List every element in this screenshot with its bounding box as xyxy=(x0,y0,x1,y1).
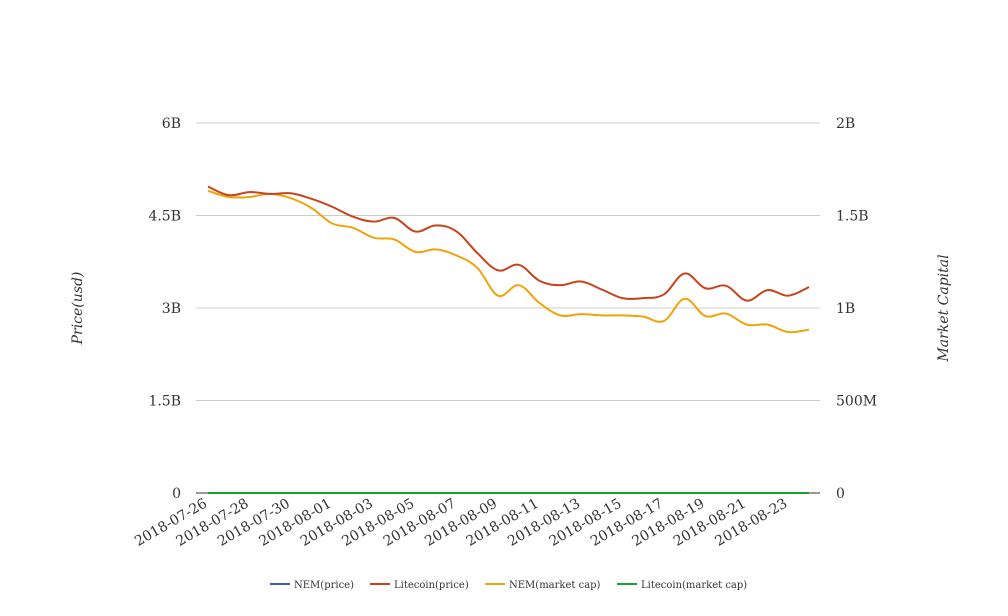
legend-item-litecoin-market-cap[interactable]: Litecoin(market cap) xyxy=(617,580,747,591)
y-axis-title-left: Price(usd) xyxy=(70,272,86,346)
legend-label: NEM(market cap) xyxy=(509,580,601,591)
y-left-tick-label: 1.5B xyxy=(148,394,181,410)
series-lines xyxy=(207,185,810,495)
legend-item-litecoin-price[interactable]: Litecoin(price) xyxy=(370,580,469,591)
y-left-tick-label: 6B xyxy=(162,116,181,132)
y-right-tick-label: 2B xyxy=(836,116,855,132)
legend-label: Litecoin(market cap) xyxy=(641,580,747,591)
y-left-tick-label: 0 xyxy=(172,486,181,502)
series-line-litecoin-price xyxy=(207,185,810,302)
grid-lines xyxy=(196,122,820,401)
y-right-tick-label: 0 xyxy=(836,486,845,502)
y-right-tick-label: 1.5B xyxy=(836,209,869,225)
y-left-tick-label: 4.5B xyxy=(148,209,181,225)
legend-item-nem-price[interactable]: NEM(price) xyxy=(270,580,354,591)
y-right-tick-label: 500M xyxy=(836,394,877,410)
axes: 01.5B3B4.5B6B0500M1B1.5B2B2018-07-262018… xyxy=(132,116,877,550)
series-line-nem-market-cap xyxy=(207,189,810,334)
legend: NEM(price) Litecoin(price) NEM(market cap)… xyxy=(270,580,747,591)
y-right-tick-label: 1B xyxy=(836,301,855,317)
legend-label: Litecoin(price) xyxy=(394,580,469,591)
legend-label: NEM(price) xyxy=(294,580,354,591)
y-left-tick-label: 3B xyxy=(162,301,181,317)
y-axis-title-right: Market Capital xyxy=(936,254,952,362)
legend-item-nem-market-cap[interactable]: NEM(market cap) xyxy=(485,580,601,591)
